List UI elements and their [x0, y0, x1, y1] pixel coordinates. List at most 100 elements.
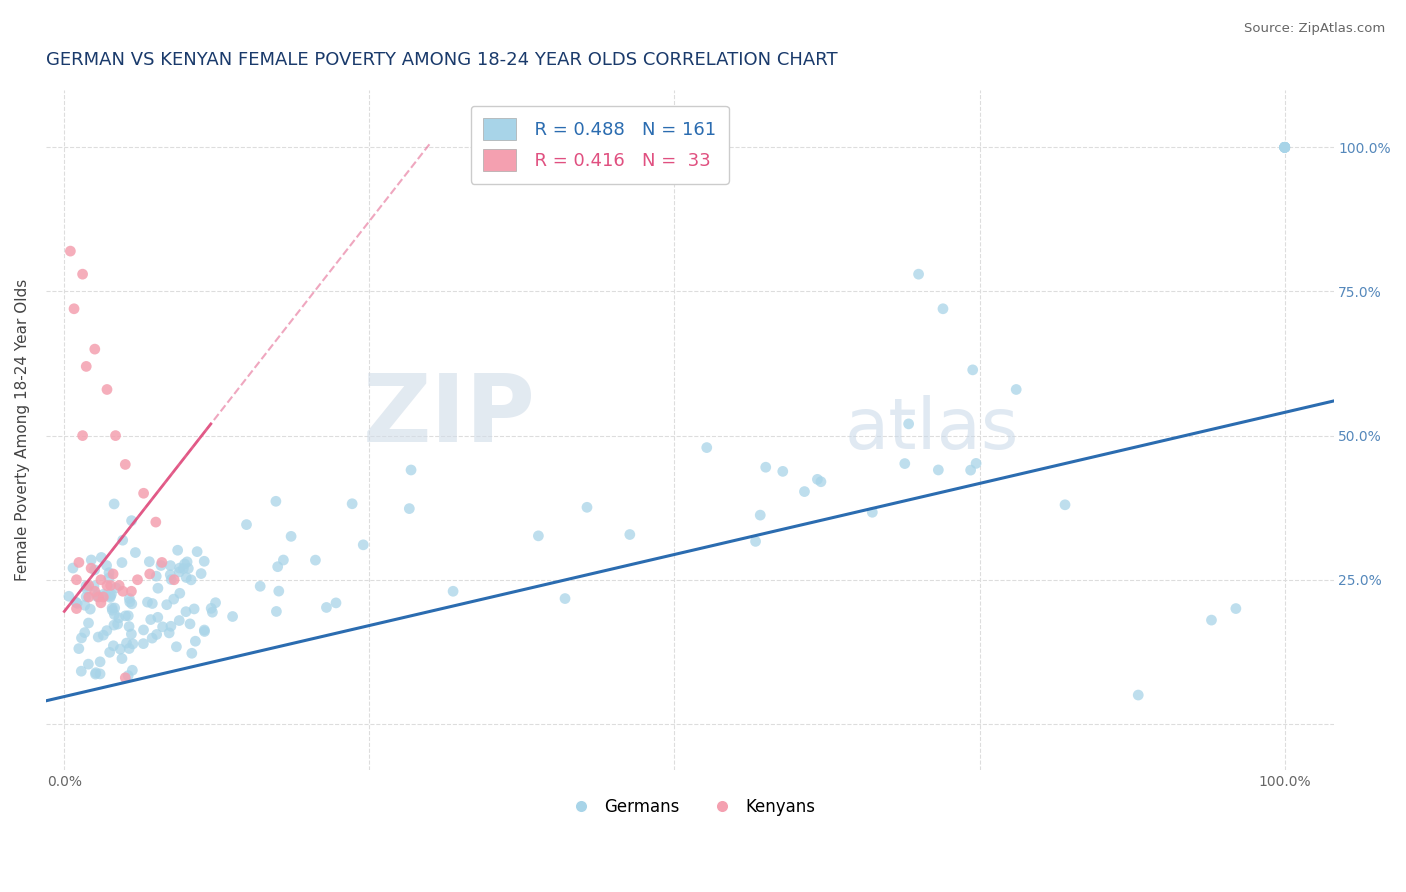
Point — [86, 588, 108, 602]
Point — [156, 598, 179, 612]
Point — [159, 567, 181, 582]
Point — [87, 630, 110, 644]
Point — [959, 463, 981, 477]
Point — [98, 589, 121, 603]
Point — [172, 561, 194, 575]
Point — [114, 608, 136, 623]
Point — [59, 244, 82, 259]
Point — [744, 534, 766, 549]
Point — [72, 267, 94, 281]
Point — [98, 591, 121, 605]
Point — [152, 620, 174, 634]
Point — [399, 463, 422, 477]
Point — [73, 625, 96, 640]
Point — [103, 607, 125, 622]
Point — [114, 671, 136, 685]
Point — [72, 428, 94, 442]
Point — [141, 631, 163, 645]
Point — [193, 624, 215, 639]
Point — [84, 665, 107, 680]
Point — [118, 591, 141, 606]
Point — [79, 602, 101, 616]
Point — [136, 595, 159, 609]
Point — [221, 609, 243, 624]
Point — [173, 557, 195, 571]
Point — [77, 615, 100, 630]
Point — [235, 517, 257, 532]
Point — [200, 601, 222, 615]
Point — [65, 601, 87, 615]
Point — [65, 595, 87, 609]
Point — [63, 301, 86, 316]
Point — [696, 441, 718, 455]
Point — [77, 578, 100, 592]
Point — [267, 584, 290, 599]
Point — [121, 514, 143, 528]
Point — [96, 383, 118, 397]
Point — [107, 617, 129, 632]
Point — [97, 571, 120, 585]
Point — [58, 589, 80, 603]
Point — [1005, 383, 1028, 397]
Point — [810, 475, 832, 489]
Point — [1201, 613, 1223, 627]
Point — [67, 556, 90, 570]
Point — [160, 619, 183, 633]
Point — [132, 637, 155, 651]
Point — [108, 578, 131, 592]
Point — [755, 460, 778, 475]
Point — [75, 579, 97, 593]
Point — [132, 623, 155, 637]
Text: GERMAN VS KENYAN FEMALE POVERTY AMONG 18-24 YEAR OLDS CORRELATION CHART: GERMAN VS KENYAN FEMALE POVERTY AMONG 18… — [46, 51, 838, 69]
Point — [91, 628, 114, 642]
Point — [962, 363, 984, 377]
Point — [1274, 140, 1296, 154]
Point — [180, 646, 202, 660]
Point — [98, 645, 121, 659]
Point — [83, 579, 105, 593]
Point — [264, 494, 287, 508]
Point — [104, 601, 127, 615]
Point — [860, 505, 883, 519]
Point — [121, 597, 143, 611]
Point — [340, 497, 363, 511]
Point — [67, 641, 90, 656]
Point — [118, 595, 141, 609]
Point — [267, 559, 290, 574]
Point — [1274, 140, 1296, 154]
Point — [98, 566, 121, 580]
Point — [111, 651, 134, 665]
Point — [120, 584, 142, 599]
Point — [76, 582, 98, 596]
Point — [180, 573, 202, 587]
Point — [118, 641, 141, 656]
Point — [325, 596, 347, 610]
Point — [146, 581, 169, 595]
Point — [169, 586, 191, 600]
Point — [103, 639, 125, 653]
Point — [174, 605, 197, 619]
Point — [398, 501, 420, 516]
Point — [201, 605, 224, 619]
Point — [894, 457, 917, 471]
Point — [121, 663, 143, 677]
Point — [121, 637, 143, 651]
Point — [87, 590, 110, 604]
Point — [77, 590, 100, 604]
Point — [304, 553, 326, 567]
Point — [89, 655, 111, 669]
Point — [132, 486, 155, 500]
Point — [70, 631, 93, 645]
Point — [149, 558, 172, 573]
Point — [177, 561, 200, 575]
Point — [115, 636, 138, 650]
Point — [927, 463, 949, 477]
Point — [527, 529, 550, 543]
Point — [111, 584, 134, 599]
Point — [165, 640, 187, 654]
Point — [103, 497, 125, 511]
Text: atlas: atlas — [844, 395, 1018, 465]
Point — [169, 561, 191, 575]
Point — [193, 554, 215, 568]
Point — [1274, 140, 1296, 154]
